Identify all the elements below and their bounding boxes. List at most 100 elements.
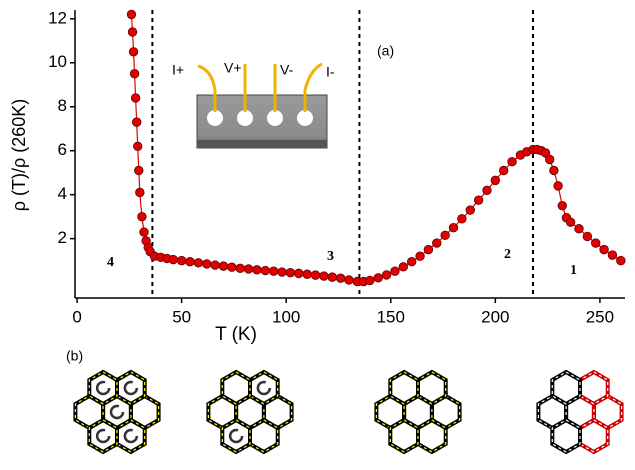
data-point <box>345 276 354 285</box>
x-tick-label: 50 <box>172 307 191 326</box>
data-point <box>303 270 312 279</box>
hexagon <box>222 372 250 404</box>
data-point <box>382 271 391 280</box>
inset-label: V+ <box>224 60 242 76</box>
y-tick-label: 4 <box>58 184 67 203</box>
y-tick-label: 6 <box>58 140 67 159</box>
spin-loop <box>230 430 242 442</box>
data-point <box>311 271 320 280</box>
y-tick-label: 2 <box>58 228 67 247</box>
data-point <box>374 273 383 282</box>
data-point <box>474 196 483 205</box>
data-point <box>608 251 617 260</box>
data-point <box>253 266 262 275</box>
data-point <box>391 267 400 276</box>
data-point <box>566 218 575 227</box>
hexagon <box>418 372 446 404</box>
data-point <box>130 69 139 78</box>
data-point <box>545 155 554 164</box>
data-point <box>483 186 492 195</box>
data-point <box>286 268 295 277</box>
data-point <box>131 94 140 103</box>
hexagon <box>250 420 278 452</box>
data-point <box>508 157 517 166</box>
data-point <box>466 206 475 215</box>
hexagon <box>552 372 580 404</box>
spin-loop <box>258 382 270 394</box>
panel-label: (b) <box>66 348 83 364</box>
spin-loop <box>97 430 109 442</box>
hexagon <box>250 372 278 404</box>
hexagon <box>580 420 608 452</box>
data-point <box>169 255 178 264</box>
data-point <box>132 118 141 127</box>
data-point <box>320 272 329 281</box>
data-point <box>219 262 228 271</box>
y-tick-label: 12 <box>48 8 67 27</box>
hexagon <box>418 420 446 452</box>
x-tick-label: 100 <box>272 307 300 326</box>
x-tick-label: 150 <box>377 307 405 326</box>
data-point <box>441 231 450 240</box>
hexagon <box>390 420 418 452</box>
region-label: 4 <box>107 255 114 270</box>
data-point <box>407 257 416 266</box>
data-point <box>575 224 584 233</box>
region-label: 3 <box>327 249 334 264</box>
data-point <box>261 266 270 275</box>
data-point <box>202 260 211 269</box>
hexagon <box>580 372 608 404</box>
x-axis-label: T (K) <box>215 324 257 345</box>
data-point <box>328 273 337 282</box>
data-point <box>186 257 195 266</box>
inset-label: I+ <box>172 62 184 78</box>
inset: I+ V+ V- I- <box>172 60 335 148</box>
spin-loop <box>125 382 137 394</box>
data-point <box>424 245 433 254</box>
inset-label: V- <box>280 62 294 78</box>
data-point <box>554 182 563 191</box>
data-point <box>133 142 142 151</box>
data-point <box>399 262 408 271</box>
data-point <box>228 263 237 272</box>
y-tick-label: 8 <box>58 96 67 115</box>
hexagon <box>222 420 250 452</box>
data-point <box>294 269 303 278</box>
region-label: 2 <box>504 247 511 262</box>
lattice-panels <box>75 372 621 452</box>
data-point <box>128 28 137 37</box>
x-tick-label: 200 <box>481 307 509 326</box>
spin-loop <box>97 382 109 394</box>
data-point <box>449 223 458 232</box>
figure: T (K) ρ (T)/ρ (260K) (a) (b) 4 3 2 1 I+ … <box>0 0 635 470</box>
inset-label: I- <box>326 64 335 80</box>
data-point <box>134 166 143 175</box>
hexagon <box>89 372 117 404</box>
y-axis-label: ρ (T)/ρ (260K) <box>9 99 29 212</box>
hexagon <box>89 420 117 452</box>
data-point <box>583 232 592 241</box>
data-point <box>127 10 136 19</box>
hexagon <box>390 372 418 404</box>
data-point <box>591 239 600 248</box>
data-point <box>194 259 203 268</box>
spin-loop <box>125 430 137 442</box>
data-point <box>236 264 245 273</box>
data-point <box>278 268 287 277</box>
data-point <box>177 256 186 265</box>
data-point <box>550 166 559 175</box>
data-point <box>136 188 145 197</box>
data-point <box>138 212 147 221</box>
y-tick-label: 10 <box>48 52 67 71</box>
hexagon <box>117 420 145 452</box>
spin-loop <box>111 406 123 418</box>
region-label: 1 <box>570 263 577 278</box>
data-point <box>600 245 609 254</box>
data-point <box>558 201 567 210</box>
data-point <box>211 261 220 270</box>
data-point <box>336 274 345 283</box>
x-tick-label: 250 <box>586 307 614 326</box>
data-point <box>491 176 500 185</box>
data-point <box>432 239 441 248</box>
x-tick-label: 0 <box>72 307 81 326</box>
